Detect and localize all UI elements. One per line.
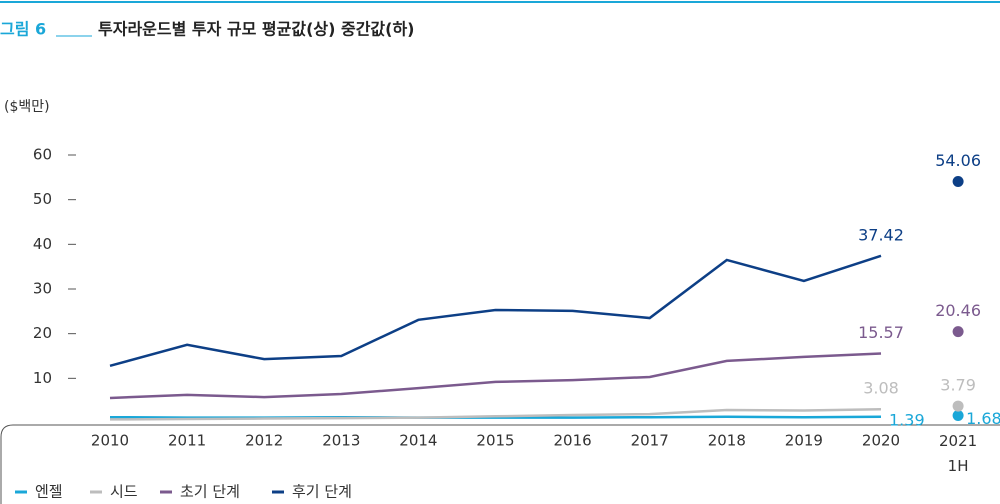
x-tick-label: 2017 [631, 432, 669, 450]
y-tick-label: 10 [33, 369, 52, 387]
data-label: 20.46 [935, 301, 981, 320]
series-line [109, 352, 882, 400]
chart-title: 투자라운드별 투자 규모 평균값(상) 중간값(하) [98, 20, 415, 39]
series-line [109, 254, 882, 368]
y-tick-label: 30 [33, 280, 52, 298]
x-tick-label: 2012 [245, 432, 283, 450]
data-label: 37.42 [858, 225, 904, 244]
x-tick-label: 2018 [708, 432, 746, 450]
x-tick-label: 2015 [476, 432, 514, 450]
y-tick-label: 40 [33, 235, 52, 253]
legend-box [0, 424, 1000, 504]
y-axis-label: ($백만) [4, 99, 50, 115]
series-dot [952, 409, 964, 421]
legend-label: 엔젤 [35, 483, 63, 501]
y-tick-label: 50 [33, 190, 52, 208]
data-label: 3.79 [940, 376, 976, 395]
x-tick-label: 2013 [322, 432, 360, 450]
x-tick-label: 2010 [91, 432, 129, 450]
x-tick-label: 2019 [785, 432, 823, 450]
series-dot [952, 400, 964, 412]
x-tick-label: 2020 [862, 432, 900, 450]
series-line [109, 407, 882, 421]
x-tick-label: 2021 1H [939, 432, 977, 475]
x-tick-label: 2011 [168, 432, 206, 450]
figure-label: 그림 6 [0, 20, 46, 39]
series-dot [952, 326, 964, 338]
legend-label: 초기 단계 [180, 483, 240, 501]
legend-label: 후기 단계 [292, 483, 352, 501]
y-tick-label: 60 [33, 146, 52, 164]
x-tick-label: 2016 [554, 432, 592, 450]
x-tick-label: 2014 [399, 432, 437, 450]
data-label: 3.08 [863, 379, 899, 398]
data-label: 15.57 [858, 323, 904, 342]
legend-label: 시드 [110, 483, 138, 501]
y-tick-label: 20 [33, 324, 52, 342]
data-label: 1.39 [889, 410, 925, 429]
data-label: 54.06 [935, 151, 981, 170]
data-label: 1.68 [966, 409, 1000, 428]
series-dot [952, 176, 964, 188]
